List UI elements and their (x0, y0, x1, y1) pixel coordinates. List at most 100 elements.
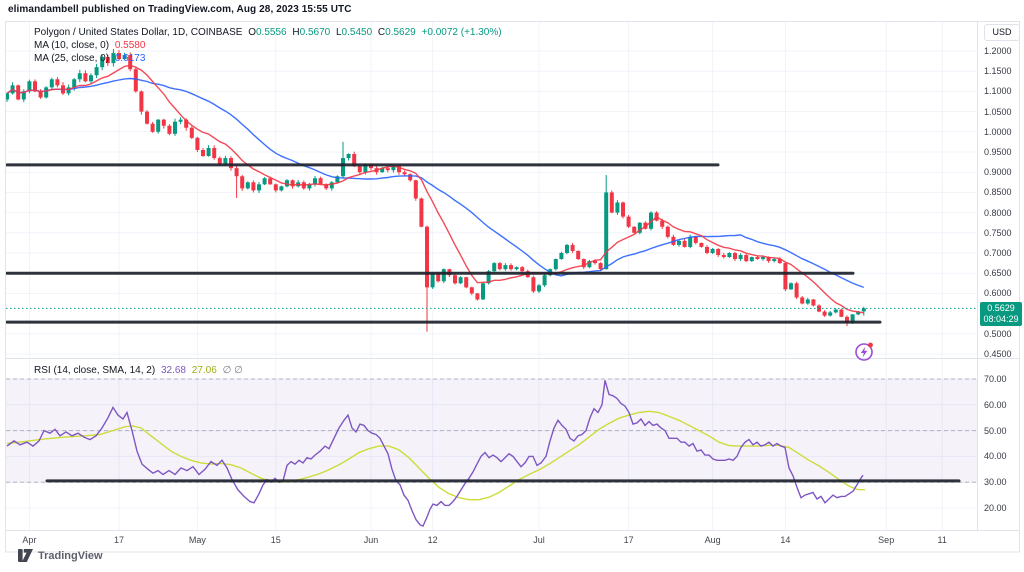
candle-body (828, 312, 833, 316)
time-tick-day: 11 (937, 535, 947, 545)
time-tick-month: Jun (363, 535, 379, 545)
candle-body (453, 275, 457, 284)
candle-body (688, 236, 693, 247)
candle-body (273, 184, 278, 191)
candle-body (475, 293, 480, 300)
candle-body (217, 158, 222, 165)
attribution-text: elimandambell published on TradingView.c… (8, 4, 352, 15)
candle-body (565, 244, 569, 253)
candle-body (800, 297, 805, 304)
candle-body (184, 119, 189, 128)
currency-toggle-button[interactable]: USD (984, 24, 1020, 41)
candle-body (705, 246, 709, 253)
candle-body (111, 53, 116, 64)
candle-body (313, 178, 317, 185)
chart-legend: Polygon / United States Dollar, 1D, COIN… (34, 26, 505, 65)
candle-body (425, 226, 429, 288)
candle-body (245, 182, 250, 189)
boost-button[interactable] (853, 340, 875, 362)
candle-body (503, 265, 508, 270)
candle-body (257, 184, 261, 191)
candle-body (593, 261, 597, 264)
candle-body (833, 309, 838, 313)
time-tick-day: 12 (427, 535, 438, 545)
time-tick-month: May (188, 535, 206, 545)
candle-body (850, 314, 855, 323)
rsi-tick-label: 50.00 (984, 425, 1007, 436)
candle-body (520, 267, 525, 272)
candle-body (587, 261, 592, 268)
candle-body (178, 119, 183, 122)
open-value: 0.5556 (256, 27, 287, 38)
candle-body (839, 309, 844, 317)
candle-body (139, 91, 144, 112)
candle-body (615, 202, 620, 213)
candle-body (290, 180, 295, 187)
candle-body (637, 222, 642, 233)
rsi-legend-row[interactable]: RSI (14, close, SMA, 14, 2) 32.68 27.06 … (34, 365, 246, 376)
candle-body (72, 79, 77, 88)
symbol-legend-row[interactable]: Polygon / United States Dollar, 1D, COIN… (34, 26, 505, 39)
candle-body (94, 67, 99, 76)
rsi-tick-label: 40.00 (984, 451, 1007, 462)
candle-body (77, 73, 82, 80)
rsi-value: 32.68 (160, 365, 186, 376)
rsi-tick-label: 60.00 (984, 399, 1007, 410)
ma10-label: MA (10, close, 0) (34, 40, 110, 51)
candle-body (789, 283, 793, 290)
candle-body (229, 158, 233, 169)
candle-body (492, 263, 497, 272)
candle-body (497, 263, 502, 270)
candle-body (542, 275, 547, 286)
symbol-title[interactable]: Polygon / United States Dollar, 1D, COIN… (34, 27, 243, 38)
candle-body (458, 277, 463, 284)
price-tick-label: 0.4500 (984, 349, 1012, 359)
time-tick-month: Aug (704, 535, 721, 545)
candle-body (436, 273, 441, 282)
time-tick-day: 14 (780, 535, 791, 545)
candle-body (537, 285, 541, 292)
price-tick-label: 0.7500 (984, 227, 1012, 238)
rsi-tick-label: 20.00 (984, 503, 1007, 513)
candle-body (234, 168, 239, 177)
candle-body (727, 253, 732, 258)
candle-body (318, 178, 323, 185)
price-tick-label: 0.5000 (984, 328, 1012, 339)
low-label: L (335, 27, 342, 38)
candle-body (738, 255, 743, 260)
notification-dot (868, 342, 873, 348)
ma10-legend-row[interactable]: MA (10, close, 0) 0.5580 (34, 39, 505, 52)
candle-body (856, 311, 861, 315)
tradingview-brand-text: TradingView (38, 549, 103, 562)
time-tick-month: Sep (878, 535, 895, 545)
candle-body (83, 73, 88, 82)
candle-body (223, 158, 228, 165)
close-value: 0.5629 (385, 27, 416, 38)
candle-body (212, 147, 217, 159)
candle-body (509, 265, 513, 270)
candle-body (341, 158, 345, 177)
candle-body (133, 69, 138, 92)
candle-body (649, 212, 653, 229)
candle-body (285, 180, 289, 187)
time-tick-month: Jul (533, 535, 545, 545)
price-tick-label: 1.1500 (984, 66, 1012, 77)
ma25-legend-row[interactable]: MA (25, close, 0) 0.6173 (34, 52, 505, 65)
price-tick-label: 0.9500 (984, 147, 1012, 157)
candle-body (385, 168, 390, 171)
boost-circle-icon (855, 343, 873, 361)
high-value: 0.5670 (299, 27, 331, 38)
candle-body (66, 87, 71, 94)
candle-body (710, 248, 715, 253)
candle-body (380, 168, 385, 173)
candle-body (329, 182, 334, 189)
time-tick-day: 17 (113, 535, 125, 545)
rsi-tick-label: 70.00 (984, 374, 1007, 384)
candle-body (408, 174, 413, 181)
candle-body (861, 308, 866, 312)
candle-body (397, 166, 401, 173)
candle-body (766, 257, 771, 262)
candle-body (805, 299, 810, 304)
tradingview-logo[interactable]: TradingView (18, 549, 103, 562)
